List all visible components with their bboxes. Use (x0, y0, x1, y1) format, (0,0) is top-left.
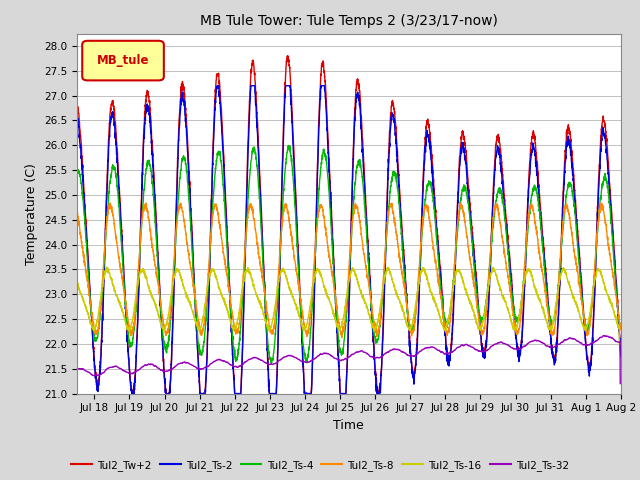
Title: MB Tule Tower: Tule Temps 2 (3/23/17-now): MB Tule Tower: Tule Temps 2 (3/23/17-now… (200, 14, 498, 28)
FancyBboxPatch shape (82, 41, 164, 80)
Text: MB_tule: MB_tule (97, 54, 149, 67)
Legend: Tul2_Tw+2, Tul2_Ts-2, Tul2_Ts-4, Tul2_Ts-8, Tul2_Ts-16, Tul2_Ts-32: Tul2_Tw+2, Tul2_Ts-2, Tul2_Ts-4, Tul2_Ts… (67, 456, 573, 475)
X-axis label: Time: Time (333, 419, 364, 432)
Y-axis label: Temperature (C): Temperature (C) (25, 163, 38, 264)
